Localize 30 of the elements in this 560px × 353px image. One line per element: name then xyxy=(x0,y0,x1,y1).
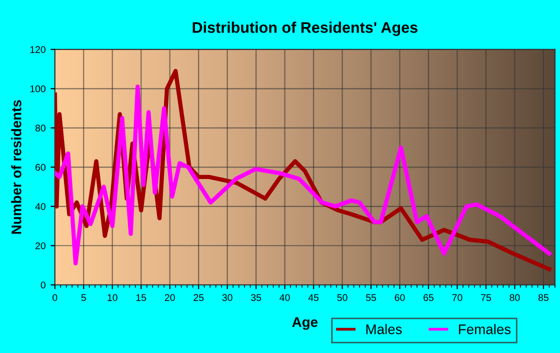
y-tick-label: 100 xyxy=(30,85,46,92)
x-tick-label: 5 xyxy=(81,294,86,302)
x-tick-label: 80 xyxy=(510,294,520,302)
x-tick-label: 65 xyxy=(424,294,434,302)
x-tick-label: 45 xyxy=(308,294,319,302)
x-tick-label: 50 xyxy=(337,294,348,302)
x-tick-label: 60 xyxy=(394,294,405,302)
y-tick-label: 0 xyxy=(40,282,46,288)
y-tick-label: 120 xyxy=(30,46,46,54)
y-tick-label: 40 xyxy=(35,203,46,210)
y-tick-label: 60 xyxy=(36,164,46,171)
x-axis-title: Age xyxy=(292,317,318,330)
x-tick-label: 0 xyxy=(52,294,58,302)
x-tick-label: 20 xyxy=(164,294,175,302)
x-tick-label: 70 xyxy=(452,294,462,302)
x-tick-label: 25 xyxy=(194,294,204,302)
y-tick-label: 80 xyxy=(35,124,46,132)
legend-label: Males xyxy=(366,324,402,334)
x-tick-label: 35 xyxy=(251,294,262,302)
x-tick-label: 15 xyxy=(136,294,146,302)
y-tick-label: 20 xyxy=(36,242,46,250)
chart-title: Distribution of Residents' Ages xyxy=(192,22,418,36)
x-tick-label: 10 xyxy=(108,294,118,302)
x-tick-label: 30 xyxy=(222,294,232,302)
x-tick-label: 55 xyxy=(366,294,376,302)
x-tick-label: 85 xyxy=(538,294,548,302)
x-tick-label: 40 xyxy=(280,294,290,302)
legend-label: Females xyxy=(458,324,511,334)
x-tick-label: 75 xyxy=(481,294,491,302)
y-axis-title: Number of residents xyxy=(11,100,22,234)
